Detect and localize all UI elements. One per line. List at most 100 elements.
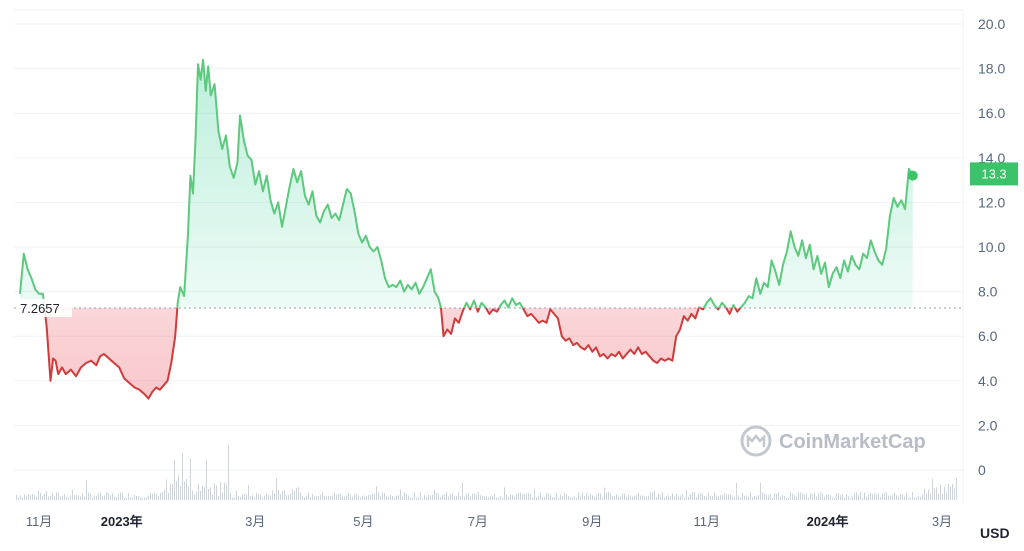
volume-bar	[232, 497, 233, 500]
volume-bar	[938, 493, 939, 500]
volume-bar	[206, 460, 207, 500]
volume-bar	[872, 494, 873, 500]
volume-bar	[902, 494, 903, 500]
volume-bar	[604, 487, 605, 500]
volume-bar	[662, 492, 663, 500]
volume-bar	[252, 494, 253, 500]
volume-bar	[458, 492, 459, 500]
volume-bar	[68, 497, 69, 500]
volume-bar	[858, 495, 859, 500]
volume-bar	[932, 478, 933, 500]
volume-bar	[378, 492, 379, 500]
volume-bar	[88, 492, 89, 500]
volume-bar	[408, 495, 409, 500]
volume-bar	[566, 494, 567, 500]
volume-bar	[338, 493, 339, 500]
volume-bar	[706, 496, 707, 500]
volume-bar	[788, 497, 789, 500]
volume-bar	[66, 496, 67, 500]
volume-bar	[106, 492, 107, 500]
volume-bar	[754, 495, 755, 500]
volume-bar	[202, 485, 203, 500]
volume-bar	[624, 493, 625, 500]
volume-bar	[216, 485, 217, 500]
volume-bar	[546, 492, 547, 500]
volume-bar	[898, 496, 899, 500]
y-tick-label: 2.0	[978, 417, 998, 433]
volume-bar	[578, 492, 579, 500]
volume-bar	[496, 497, 497, 500]
volume-bar	[464, 496, 465, 500]
price-line-down	[734, 307, 742, 313]
volume-bar	[326, 497, 327, 500]
volume-bar	[336, 494, 337, 500]
price-line-down	[716, 307, 720, 311]
volume-bar	[54, 495, 55, 500]
volume-bar	[424, 494, 425, 500]
volume-bar	[190, 458, 191, 500]
volume-bar	[78, 495, 79, 500]
volume-bar	[730, 494, 731, 500]
x-tick-label: 7月	[468, 514, 488, 529]
volume-bar	[226, 483, 227, 500]
volume-bar	[120, 492, 121, 500]
volume-bar	[182, 453, 183, 500]
volume-bar	[676, 493, 677, 500]
volume-bar	[176, 480, 177, 500]
volume-bar	[812, 493, 813, 500]
volume-bar	[766, 494, 767, 500]
volume-bar	[824, 496, 825, 500]
volume-bar	[644, 496, 645, 500]
volume-bar	[196, 491, 197, 500]
volume-bar	[620, 496, 621, 500]
volume-bar	[850, 497, 851, 500]
volume-bar	[552, 497, 553, 500]
volume-bar	[212, 494, 213, 500]
volume-bar	[658, 493, 659, 500]
volume-bar	[596, 494, 597, 500]
volume-bar	[40, 492, 41, 500]
volume-bar	[586, 493, 587, 500]
y-tick-label: 12.0	[978, 194, 1005, 210]
volume-bar	[300, 492, 301, 500]
volume-bar	[444, 494, 445, 500]
x-tick-label: 9月	[582, 514, 602, 529]
volume-bar	[522, 494, 523, 500]
volume-bar	[442, 494, 443, 500]
volume-bar	[294, 490, 295, 500]
volume-bar	[518, 493, 519, 500]
volume-bar	[952, 483, 953, 500]
volume-bar	[870, 492, 871, 500]
volume-bar	[134, 495, 135, 500]
volume-bar	[918, 496, 919, 500]
volume-bar	[394, 497, 395, 500]
price-area-fill	[20, 59, 913, 399]
volume-bar	[322, 492, 323, 500]
volume-bar	[678, 496, 679, 500]
volume-bar	[114, 496, 115, 500]
volume-bar	[282, 490, 283, 500]
volume-bar	[666, 496, 667, 500]
volume-bar	[632, 496, 633, 500]
volume-bar	[16, 495, 17, 500]
volume-bar	[500, 496, 501, 500]
volume-bar	[430, 495, 431, 500]
volume-bar	[406, 493, 407, 500]
price-line-up	[697, 306, 701, 309]
y-tick-label: 0	[978, 462, 986, 478]
volume-bar	[150, 493, 151, 500]
volume-bar	[80, 496, 81, 500]
volume-bar	[506, 494, 507, 500]
volume-bar	[778, 492, 779, 500]
volume-bar	[266, 493, 267, 500]
volume-bar	[650, 492, 651, 500]
volume-bar	[592, 495, 593, 500]
volume-bar	[44, 493, 45, 500]
volume-bar	[894, 492, 895, 500]
volume-bar	[98, 493, 99, 500]
volume-bar	[558, 497, 559, 500]
volume-bar	[728, 494, 729, 500]
price-line-down	[699, 307, 705, 311]
volume-bar	[272, 490, 273, 500]
volume-bar	[222, 492, 223, 500]
